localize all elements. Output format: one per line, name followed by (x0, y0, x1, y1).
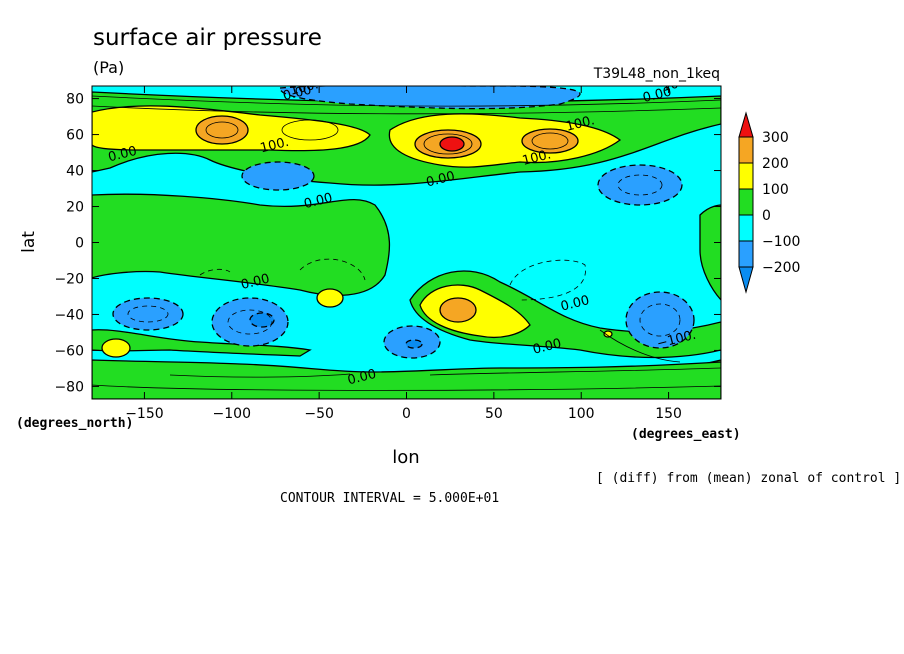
y-units-label: (degrees_north) (16, 416, 133, 431)
contour-label: 0.00 (302, 191, 334, 213)
units-label: (Pa) (93, 58, 124, 77)
x-tick-label: −50 (304, 406, 334, 422)
y-tick-label: 60 (66, 128, 84, 144)
blue-regions (112, 86, 695, 359)
contour-label: 0.00 (240, 271, 272, 293)
x-tick-label: 50 (485, 406, 503, 422)
y-tick-label: −60 (54, 343, 84, 359)
x-tick-label: −150 (125, 406, 163, 422)
colorbar-label: 100 (762, 182, 789, 198)
y-axis: 80 60 40 20 0 −20 −40 −60 −80 (54, 92, 721, 395)
contour-label: 100. (565, 113, 597, 135)
contour-label: 0.00 (425, 169, 457, 191)
y-tick-label: 40 (66, 164, 84, 180)
colorbar-labels: 300 200 100 0 −100 −200 (762, 130, 800, 276)
east-edge (699, 204, 721, 301)
y-tick-label: 20 (66, 200, 84, 216)
x-tick-label: 150 (655, 406, 682, 422)
y-tick-label: 0 (75, 236, 84, 252)
contour-lines (92, 95, 721, 391)
experiment-label: T39L48_non_1keq (593, 66, 720, 82)
x-tick-label: 100 (568, 406, 595, 422)
colorbar-swatch-100-200 (738, 162, 754, 190)
contour-interval: CONTOUR INTERVAL = 5.000E+01 (280, 491, 499, 506)
x-tick-label: 0 (402, 406, 411, 422)
contour-label: 0.00 (346, 367, 378, 389)
contour-label: 0.00 (531, 336, 563, 358)
colorbar-swatch-0-100 (738, 188, 754, 216)
colorbar-swatch-200-300 (738, 136, 754, 164)
tropic-west (92, 193, 391, 296)
contour-label: 100. (661, 74, 693, 96)
contour-label: 0.00 (107, 144, 139, 166)
colorbar-label: 0 (762, 208, 771, 224)
x-axis-label: lon (392, 447, 419, 468)
x-axis: −150 −100 −50 0 50 100 150 (125, 86, 682, 422)
y-tick-label: −80 (54, 379, 84, 395)
y-tick-label: −40 (54, 307, 84, 323)
colorbar-label: 200 (762, 156, 789, 172)
contour-label: 0.00 (559, 293, 591, 315)
x-units-label: (degrees_east) (631, 427, 741, 442)
y-tick-label: 80 (66, 92, 84, 108)
diff-annotation: [ (diff) from (mean) zonal of control ] (596, 471, 901, 486)
y-axis-label: lat (19, 231, 39, 253)
colorbar: 300 200 100 0 −100 −200 (738, 111, 800, 294)
peak-300 (439, 136, 465, 152)
colorbar-label: 300 (762, 130, 789, 146)
darkblue-regions (249, 312, 423, 349)
x-tick-label: −100 (213, 406, 251, 422)
chart-title: surface air pressure (93, 25, 322, 51)
y-tick-label: −20 (54, 271, 84, 287)
contour-label: 100. (259, 135, 291, 157)
plot-area: 100.0.00 100.0.00100.100.100.0.000.000.00… (91, 74, 722, 400)
colorbar-swatch-neg200-neg100 (738, 240, 754, 268)
colorbar-label: −100 (762, 234, 800, 250)
colorbar-swatch-neg100-0 (738, 214, 754, 242)
colorbar-label: −200 (762, 260, 800, 276)
colorbar-bottom-arrow (738, 266, 754, 294)
colorbar-top-arrow (738, 111, 754, 138)
contour-label: 100. (521, 147, 553, 169)
southern-pacific (92, 329, 312, 357)
